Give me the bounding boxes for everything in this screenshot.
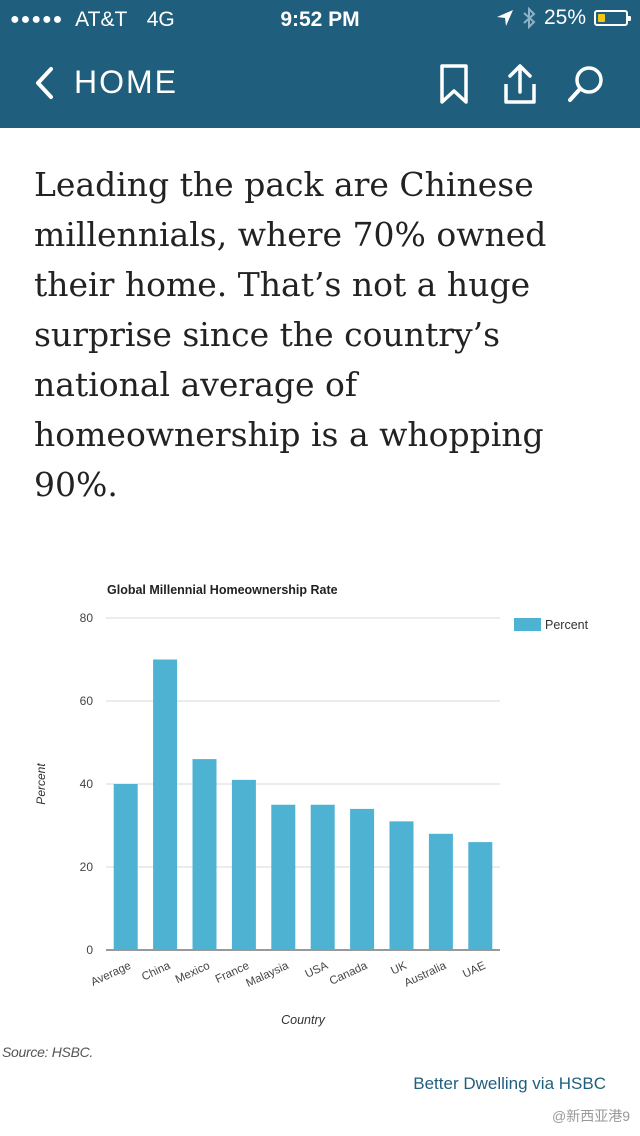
chart-svg: Global Millennial Homeownership Rate 0 20 4… — [34, 583, 589, 1027]
bar-chart: Global Millennial Homeownership Rate 0 20 4… — [0, 570, 640, 1070]
bluetooth-icon — [523, 7, 536, 29]
bar — [192, 759, 217, 950]
y-tick-label: 20 — [80, 860, 94, 874]
x-tick-label: UAE — [461, 960, 488, 981]
x-tick-label: Canada — [328, 960, 370, 988]
clock: 9:52 PM — [280, 8, 360, 31]
source-note: Source: HSBC. — [2, 1044, 94, 1060]
x-tick-label: UK — [389, 960, 409, 978]
nav-actions — [434, 62, 606, 106]
carrier-name: AT&T — [75, 8, 127, 31]
bookmark-button[interactable] — [434, 62, 474, 106]
x-tick-label: Australia — [403, 960, 449, 990]
credit-link[interactable]: Better Dwelling via HSBC — [413, 1074, 606, 1093]
y-tick-label: 80 — [80, 611, 94, 625]
watermark: @新西亚港9 — [552, 1108, 630, 1124]
y-axis-label: Percent — [34, 763, 48, 805]
battery-percent: 25% — [543, 6, 586, 29]
x-tick-label: USA — [303, 960, 330, 981]
network-type: 4G — [146, 8, 175, 31]
location-arrow-icon — [496, 10, 513, 26]
search-button[interactable] — [566, 62, 606, 106]
article-paragraph: Leading the pack are Chinese millennials… — [34, 165, 547, 504]
bar — [350, 808, 375, 950]
status-icons: 25% — [496, 6, 631, 30]
back-button[interactable]: HOME — [34, 64, 178, 101]
x-tick-label: Mexico — [174, 960, 212, 986]
bar — [231, 779, 256, 950]
share-button[interactable] — [500, 62, 540, 106]
y-tick-label: 0 — [86, 943, 93, 957]
search-icon — [568, 66, 603, 102]
y-tick-label: 60 — [80, 694, 94, 708]
bar — [428, 833, 453, 950]
back-label: HOME — [74, 64, 178, 100]
share-icon — [504, 64, 536, 104]
carrier-info: ●●●●● AT&T 4G — [10, 8, 175, 32]
bar — [310, 804, 335, 950]
y-tick-label: 40 — [80, 777, 94, 791]
bar — [389, 821, 414, 950]
x-tick-label: Malaysia — [244, 960, 291, 990]
bar — [468, 842, 493, 950]
bookmark-icon — [440, 64, 468, 104]
signal-strength-icon: ●●●●● — [10, 11, 64, 28]
chart-title: Global Millennial Homeownership Rate — [107, 583, 338, 597]
bar — [271, 804, 296, 950]
legend-swatch — [514, 618, 541, 631]
nav-bar: HOME — [0, 40, 640, 128]
chevron-left-icon — [36, 66, 53, 99]
legend-label: Percent — [545, 618, 589, 632]
bar — [113, 784, 138, 950]
bar — [153, 659, 178, 950]
status-bar: ●●●●● AT&T 4G 9:52 PM 25% — [0, 0, 640, 40]
x-tick-label: China — [140, 960, 173, 984]
x-tick-label: Average — [89, 960, 133, 989]
x-axis-label: Country — [281, 1013, 326, 1027]
battery-icon — [594, 10, 631, 26]
